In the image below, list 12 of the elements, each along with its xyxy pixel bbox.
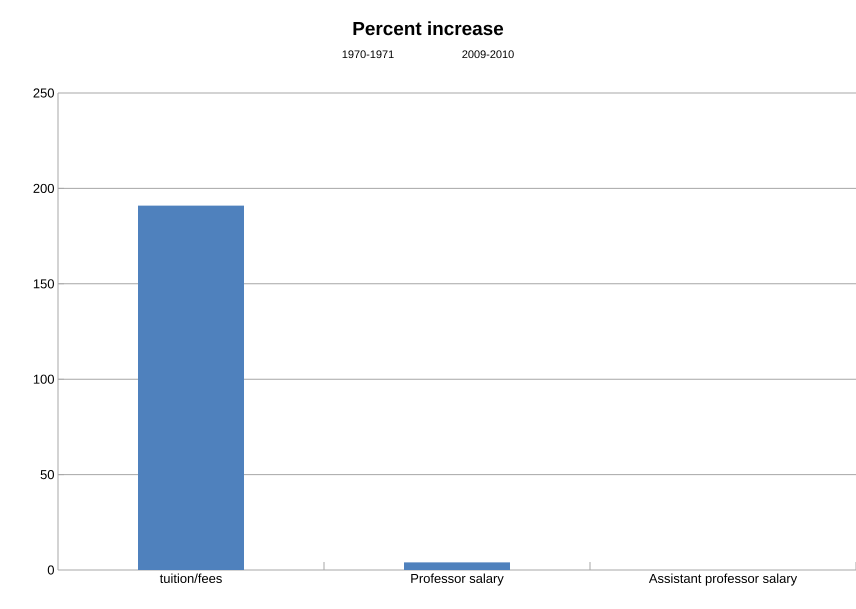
x-tick-label: Assistant professor salary (648, 574, 798, 586)
y-tick-label: 0 (48, 565, 54, 575)
x-tick-label: Professor salary (411, 574, 504, 586)
y-tick-label: 200 (34, 184, 54, 193)
y-tick-label: 100 (34, 374, 54, 384)
text: 1970-1971 (342, 50, 394, 58)
x-tick-label: tuition/fees (160, 574, 222, 584)
chart-title: Percent increase (354, 21, 504, 36)
text: 2009-2010 (462, 50, 514, 58)
y-tick-label: 250 (34, 88, 54, 98)
y-tick-label: 150 (34, 279, 54, 288)
y-tick-label: 50 (40, 470, 54, 480)
